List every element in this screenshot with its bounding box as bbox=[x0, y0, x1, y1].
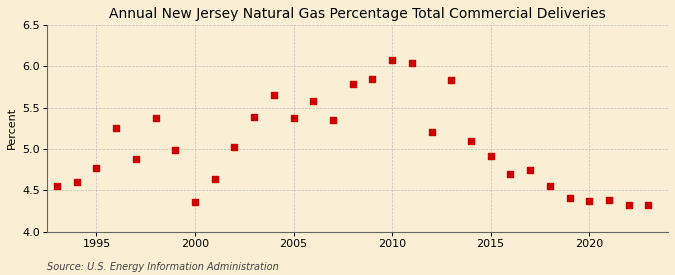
Point bbox=[348, 82, 358, 87]
Point bbox=[209, 177, 220, 181]
Point bbox=[72, 180, 82, 185]
Point bbox=[584, 199, 595, 204]
Text: Source: U.S. Energy Information Administration: Source: U.S. Energy Information Administ… bbox=[47, 262, 279, 272]
Point bbox=[91, 166, 102, 170]
Point bbox=[130, 157, 141, 161]
Point bbox=[308, 99, 319, 103]
Point bbox=[545, 184, 556, 189]
Point bbox=[603, 197, 614, 202]
Point bbox=[466, 139, 477, 143]
Point bbox=[327, 118, 338, 122]
Title: Annual New Jersey Natural Gas Percentage Total Commercial Deliveries: Annual New Jersey Natural Gas Percentage… bbox=[109, 7, 606, 21]
Point bbox=[643, 202, 654, 207]
Point bbox=[623, 202, 634, 207]
Point bbox=[406, 61, 417, 65]
Point bbox=[446, 78, 457, 82]
Point bbox=[151, 116, 161, 121]
Y-axis label: Percent: Percent bbox=[7, 107, 17, 149]
Point bbox=[426, 130, 437, 134]
Point bbox=[170, 148, 181, 152]
Point bbox=[524, 167, 535, 172]
Point bbox=[52, 184, 63, 189]
Point bbox=[367, 76, 378, 81]
Point bbox=[190, 200, 200, 204]
Point bbox=[269, 93, 279, 97]
Point bbox=[229, 145, 240, 150]
Point bbox=[564, 196, 575, 200]
Point bbox=[288, 116, 299, 120]
Point bbox=[387, 57, 398, 62]
Point bbox=[485, 153, 496, 158]
Point bbox=[505, 172, 516, 176]
Point bbox=[249, 115, 260, 119]
Point bbox=[111, 126, 122, 131]
